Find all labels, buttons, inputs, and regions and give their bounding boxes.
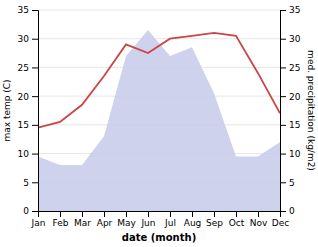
tick: Jul [164, 211, 176, 228]
line [38, 33, 280, 128]
tick-label: Apr [97, 218, 113, 228]
tick-label: Mar [74, 218, 91, 228]
tick-label: 25 [18, 63, 29, 73]
area [38, 30, 280, 211]
tick-mark [32, 182, 38, 183]
tick: 20 [18, 92, 38, 102]
x-axis-title: date (month) [122, 232, 196, 243]
tick-mark [82, 211, 83, 217]
tick-label: 15 [18, 120, 29, 130]
tick: Jan [31, 211, 46, 228]
tick-mark [280, 211, 286, 212]
chart: JanFebMarAprMayJunJulAugSepOctNovDec0510… [0, 0, 318, 247]
tick-mark [214, 211, 215, 217]
plot: JanFebMarAprMayJunJulAugSepOctNovDec0510… [18, 5, 301, 228]
tick: 10 [280, 149, 301, 159]
tick-label: 25 [289, 63, 300, 73]
tick: 30 [18, 34, 38, 44]
grid-line [38, 10, 280, 11]
tick-label: 5 [23, 178, 29, 188]
tick: Dec [272, 211, 289, 228]
tick-mark [32, 154, 38, 155]
tick-mark [280, 154, 286, 155]
tick: Aug [184, 211, 202, 228]
tick-label: 10 [289, 149, 301, 159]
tick: Sep [206, 211, 223, 228]
tick-mark [280, 182, 286, 183]
axis-line [39, 212, 281, 218]
tick-label: Nov [250, 218, 268, 228]
tick: 20 [280, 92, 301, 102]
tick: Mar [74, 211, 91, 228]
tick-mark [280, 125, 286, 126]
tick-mark [32, 39, 38, 40]
tick-label: Aug [184, 218, 202, 228]
tick-mark [148, 211, 149, 217]
tick: Apr [97, 211, 113, 228]
tick-mark [280, 67, 286, 68]
tick-label: 0 [23, 206, 29, 216]
tick: 0 [23, 206, 38, 216]
tick: 0 [280, 206, 295, 216]
grid-line [38, 38, 280, 39]
marks [38, 30, 280, 211]
tick: Nov [250, 211, 268, 228]
tick-mark [126, 211, 127, 217]
tick: 15 [18, 120, 38, 130]
tick-label: Sep [206, 218, 223, 228]
tick: Oct [229, 211, 245, 228]
tick-mark [258, 211, 259, 217]
tick: 35 [280, 5, 300, 15]
tick-label: 10 [18, 149, 30, 159]
tick-label: 15 [289, 120, 300, 130]
tick: 5 [280, 178, 295, 188]
tick: 25 [280, 63, 300, 73]
tick: 10 [18, 149, 38, 159]
tick-label: Oct [229, 218, 245, 228]
tick: 35 [18, 5, 38, 15]
y2-axis-title: med. precipitation (kg/m2) [306, 50, 316, 171]
tick-label: Dec [272, 218, 289, 228]
tick-label: 5 [289, 178, 295, 188]
y2-axis: 0 5 10 15 20 25 30 35 [280, 5, 301, 216]
y-axis-title: max temp (C) [2, 79, 12, 141]
tick-mark [170, 211, 171, 217]
tick-label: 30 [18, 34, 30, 44]
tick-label: 35 [18, 5, 29, 15]
tick: 25 [18, 63, 38, 73]
tick-mark [192, 211, 193, 217]
x-axis: Jan Feb Mar Apr May Jun Jul Aug Sep Oct Nov Dec [31, 211, 290, 228]
tick-label: Jan [31, 218, 46, 228]
tick-label: 30 [289, 34, 301, 44]
axis-line [281, 11, 287, 212]
tick: 30 [280, 34, 301, 44]
tick-label: 35 [289, 5, 300, 15]
tick: 5 [23, 178, 38, 188]
tick-mark [280, 10, 286, 11]
axis-line [32, 11, 39, 212]
tick-label: 20 [289, 92, 301, 102]
tick-label: 20 [18, 92, 30, 102]
tick-label: Jul [164, 218, 176, 228]
y-axis: 0 5 10 15 20 25 30 35 [18, 5, 39, 216]
tick: 15 [280, 120, 300, 130]
tick-mark [104, 211, 105, 217]
tick-label: 0 [289, 206, 295, 216]
tick-mark [32, 10, 38, 11]
tick: Jun [140, 211, 155, 228]
tick: Feb [53, 211, 69, 228]
tick-mark [280, 96, 286, 97]
tick-mark [60, 211, 61, 217]
tick-label: Feb [53, 218, 69, 228]
tick-mark [32, 67, 38, 68]
grid [38, 10, 280, 211]
tick-mark [32, 211, 38, 212]
tick-mark [280, 39, 286, 40]
tick: May [117, 211, 136, 228]
tick-label: May [117, 218, 136, 228]
tick-label: Jun [140, 218, 155, 228]
tick-mark [32, 96, 38, 97]
tick-mark [236, 211, 237, 217]
tick-mark [32, 125, 38, 126]
